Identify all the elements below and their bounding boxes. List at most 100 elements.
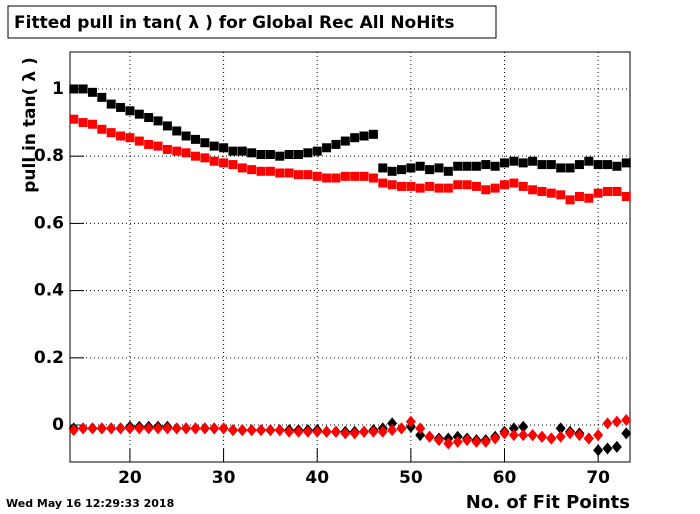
data-point <box>480 435 491 448</box>
data-point <box>69 114 79 124</box>
data-point <box>116 102 126 112</box>
data-point <box>256 150 266 159</box>
data-point <box>368 425 379 438</box>
data-point <box>490 183 500 193</box>
data-point <box>536 430 547 443</box>
data-point <box>199 422 210 435</box>
data-point <box>527 429 538 442</box>
data-point <box>490 161 500 171</box>
data-point <box>397 165 407 175</box>
data-point <box>434 163 444 173</box>
data-point <box>378 163 388 173</box>
data-point <box>181 422 192 435</box>
data-point <box>471 181 481 191</box>
data-point <box>134 109 144 119</box>
data-point <box>415 161 425 171</box>
data-point <box>322 173 332 183</box>
data-point <box>340 427 351 440</box>
title-box <box>7 5 497 39</box>
data-point <box>453 180 463 190</box>
data-point <box>593 160 603 170</box>
data-point <box>312 425 323 438</box>
data-point <box>612 161 622 171</box>
data-point <box>556 163 566 173</box>
data-point <box>312 171 322 181</box>
data-point <box>462 180 472 190</box>
data-point <box>228 146 238 156</box>
data-point <box>528 185 538 195</box>
data-point <box>97 124 107 134</box>
data-point <box>144 113 154 123</box>
data-point <box>124 422 135 435</box>
data-point <box>134 136 144 146</box>
data-point <box>293 425 304 438</box>
data-point <box>603 186 613 196</box>
data-point <box>190 134 200 144</box>
data-point <box>612 186 622 196</box>
data-point <box>265 424 276 437</box>
data-point <box>219 143 229 153</box>
data-point <box>322 143 332 153</box>
data-point <box>350 133 360 143</box>
data-point <box>387 424 398 437</box>
data-point <box>172 126 182 136</box>
data-point <box>181 148 191 158</box>
data-point <box>312 146 322 156</box>
data-point <box>518 158 528 168</box>
data-point <box>87 87 97 97</box>
data-point <box>284 425 295 438</box>
data-point <box>603 160 613 170</box>
data-point <box>190 151 200 161</box>
data-point <box>509 156 519 166</box>
data-point <box>471 435 482 448</box>
data-point <box>611 415 622 428</box>
data-point <box>378 178 388 188</box>
data-point <box>162 144 172 154</box>
data-point <box>415 422 426 435</box>
data-point <box>275 168 285 178</box>
data-point <box>265 166 275 176</box>
data-point <box>584 156 594 166</box>
data-point <box>481 185 491 195</box>
data-point <box>331 173 341 183</box>
data-point <box>405 415 416 428</box>
data-point <box>621 192 631 202</box>
data-point <box>368 129 378 139</box>
data-point <box>331 139 341 149</box>
data-point <box>452 435 463 448</box>
data-point <box>471 161 481 171</box>
data-point <box>284 168 294 178</box>
data-point <box>246 424 257 437</box>
data-point <box>396 422 407 435</box>
data-point <box>87 119 97 129</box>
data-point <box>424 430 435 443</box>
data-point <box>247 165 257 175</box>
data-point <box>162 121 172 131</box>
data-point <box>387 166 397 176</box>
data-point <box>143 422 154 435</box>
data-point <box>78 84 88 94</box>
data-point <box>621 158 631 168</box>
data-point <box>368 173 378 183</box>
x-tick-label: 40 <box>305 468 329 488</box>
data-point <box>518 420 529 433</box>
data-point <box>509 178 519 188</box>
data-point <box>508 429 519 442</box>
data-point <box>443 183 453 193</box>
x-axis-label: No. of Fit Points <box>466 492 630 513</box>
data-point <box>228 160 238 170</box>
data-point <box>359 171 369 181</box>
data-point <box>340 171 350 181</box>
timestamp: Wed May 16 12:29:33 2018 <box>6 497 174 510</box>
data-point <box>227 424 238 437</box>
data-point <box>153 422 164 435</box>
data-point <box>78 118 88 128</box>
data-point <box>433 434 444 447</box>
data-point <box>256 166 266 176</box>
data-point <box>78 422 89 435</box>
x-tick-label: 60 <box>493 468 517 488</box>
data-point <box>218 422 229 435</box>
data-point <box>171 422 182 435</box>
data-point <box>106 99 116 109</box>
